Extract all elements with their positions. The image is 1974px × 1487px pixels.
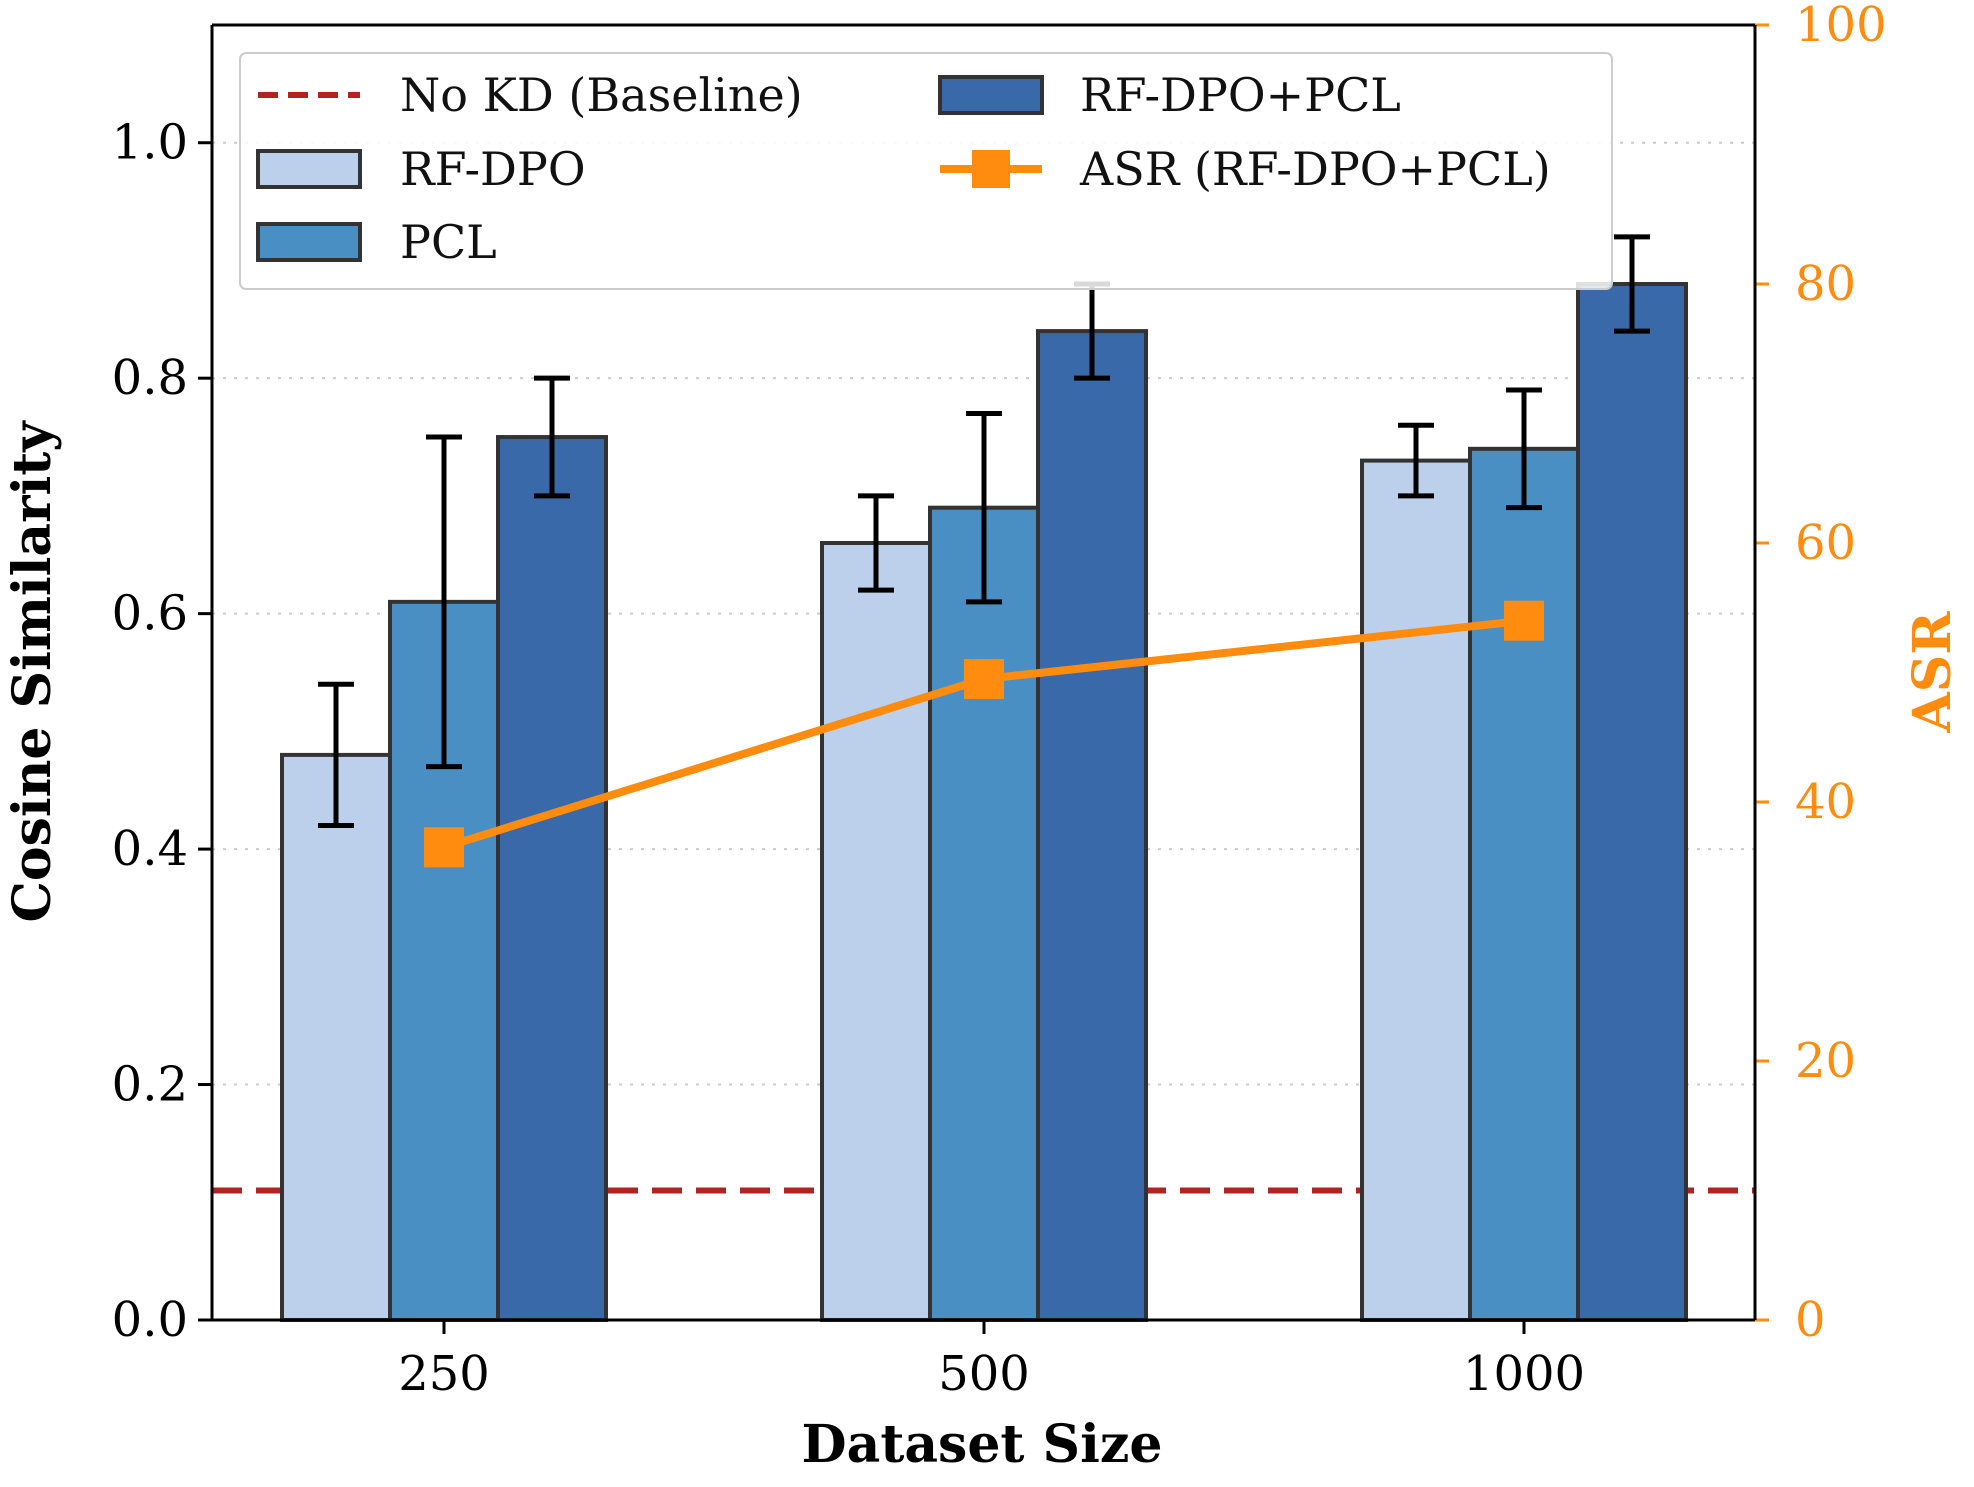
legend-label-asr: ASR (RF-DPO+PCL) bbox=[1079, 142, 1551, 196]
y2-tick-label: 40 bbox=[1795, 774, 1856, 830]
legend-label-no-kd: No KD (Baseline) bbox=[400, 68, 803, 122]
asr-marker-500 bbox=[964, 658, 1004, 699]
axes-layer: 0.0 0.2 0.4 0.6 0.8 1.0 0 20 40 60 80 100 250 500 1000 bbox=[112, 0, 1887, 1402]
legend-frame bbox=[239, 52, 1613, 290]
bars-layer bbox=[280, 282, 1688, 1323]
asr-marker-1000 bbox=[1504, 600, 1544, 641]
y-tick-label: 0.0 bbox=[112, 1292, 188, 1348]
asr-marker-250 bbox=[424, 827, 464, 868]
x-tick-label: 250 bbox=[398, 1346, 490, 1402]
y2-tick-label: 20 bbox=[1795, 1033, 1856, 1089]
error-bars-layer bbox=[318, 234, 1650, 829]
bar-rf-dpo-pcl-250 bbox=[496, 435, 608, 1322]
bar-pcl-500 bbox=[928, 505, 1040, 1322]
y2-axis-title: ASR bbox=[1902, 611, 1963, 734]
bar-rf-dpo-pcl-500 bbox=[1036, 329, 1148, 1323]
legend-swatch-rf-dpo bbox=[256, 149, 362, 189]
legend-label-rf-dpo-pcl: RF-DPO+PCL bbox=[1080, 68, 1401, 122]
x-tick-label: 1000 bbox=[1463, 1346, 1585, 1402]
legend-swatch-pcl bbox=[256, 222, 362, 262]
legend-swatch-rf-dpo-pcl bbox=[938, 75, 1044, 115]
y2-tick-label: 60 bbox=[1795, 515, 1856, 571]
bar-rf-dpo-pcl-1000 bbox=[1576, 282, 1688, 1322]
bar-rf-dpo-500 bbox=[820, 541, 932, 1322]
legend-label-rf-dpo: RF-DPO bbox=[400, 142, 586, 196]
bar-pcl-1000 bbox=[1468, 446, 1580, 1322]
asr-line-layer bbox=[424, 600, 1544, 868]
y-tick-label: 0.6 bbox=[112, 586, 188, 642]
x-tick-label: 500 bbox=[938, 1346, 1030, 1402]
y-tick-label: 1.0 bbox=[112, 115, 188, 171]
y-axis-title: Cosine Similarity bbox=[2, 420, 63, 923]
y2-tick-label: 0 bbox=[1795, 1292, 1826, 1348]
y-tick-label: 0.4 bbox=[112, 821, 188, 877]
x-axis-title: Dataset Size bbox=[802, 1414, 1163, 1475]
legend-swatch-asr-marker bbox=[972, 150, 1010, 188]
legend-label-pcl: PCL bbox=[400, 215, 497, 269]
bar-rf-dpo-250 bbox=[280, 752, 392, 1322]
y2-tick-label: 100 bbox=[1795, 0, 1887, 53]
y-tick-label: 0.8 bbox=[112, 350, 188, 406]
y-tick-label: 0.2 bbox=[112, 1057, 188, 1113]
y2-tick-label: 80 bbox=[1795, 256, 1856, 312]
bar-rf-dpo-1000 bbox=[1360, 458, 1472, 1323]
legend: No KD (Baseline) RF-DPO PCL RF-DPO+PCL A… bbox=[239, 52, 1613, 290]
